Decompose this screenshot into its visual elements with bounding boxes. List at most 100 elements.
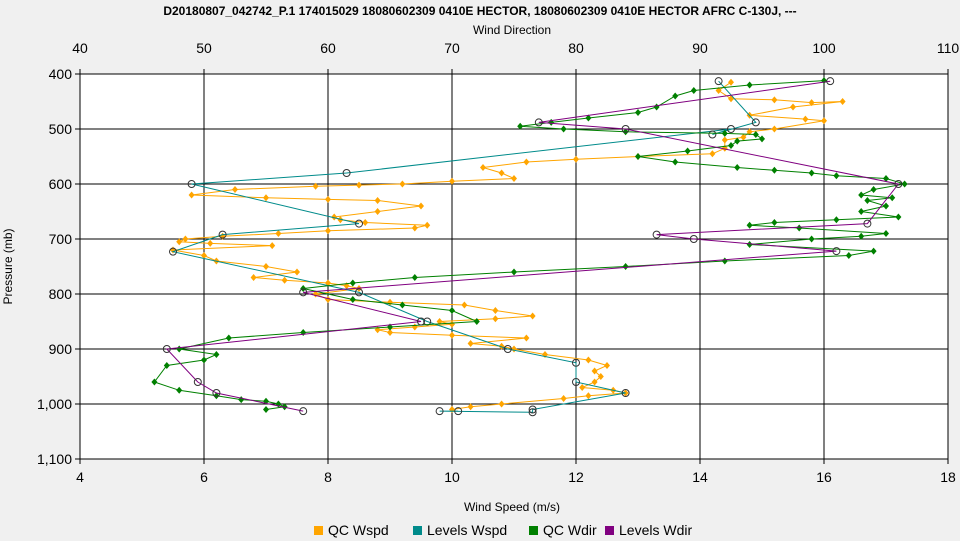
data-point: [250, 274, 257, 281]
top-tick-label: 80: [568, 40, 584, 56]
data-point: [449, 307, 455, 314]
y-tick-label: 700: [49, 231, 73, 247]
data-point: [498, 400, 505, 408]
data-point: [492, 315, 499, 323]
bottom-tick-label: 6: [200, 469, 208, 485]
data-point: [263, 406, 269, 413]
data-point: [151, 378, 158, 386]
top-tick-label: 90: [692, 40, 708, 56]
data-point: [201, 356, 207, 364]
data-point: [728, 142, 734, 149]
bottom-tick-label: 12: [568, 469, 584, 485]
top-tick-label: 110: [937, 40, 960, 56]
data-point: [672, 158, 679, 166]
data-point: [740, 133, 747, 141]
data-point: [721, 136, 728, 144]
bottom-tick-label: 8: [324, 469, 332, 485]
data-point: [808, 169, 815, 177]
top-tick-label: 70: [444, 40, 460, 56]
level-point: [454, 407, 463, 416]
data-point: [858, 208, 865, 215]
level-point: [417, 317, 425, 326]
level-point: [503, 345, 512, 353]
data-point: [374, 208, 381, 215]
level-point: [299, 288, 308, 297]
legend-swatch: [314, 526, 323, 535]
data-point: [870, 186, 877, 193]
level-point: [708, 130, 717, 139]
legend-label: Levels Wspd: [427, 522, 507, 538]
data-point: [560, 125, 567, 133]
grid: [80, 74, 948, 459]
data-point: [585, 114, 592, 122]
data-point: [746, 81, 753, 89]
level-point: [621, 125, 630, 133]
data-point: [709, 150, 716, 158]
data-point: [449, 177, 455, 185]
level-point: [727, 125, 735, 133]
data-point: [356, 181, 362, 189]
data-point: [263, 194, 269, 202]
data-point: [523, 158, 530, 166]
y-tick-label: 800: [49, 286, 73, 302]
data-point: [374, 197, 381, 204]
top-axis-title: Wind Direction: [473, 23, 551, 37]
data-point: [839, 98, 846, 105]
data-point: [188, 191, 195, 199]
data-point: [529, 312, 536, 320]
level-point: [169, 247, 177, 256]
data-point: [585, 356, 592, 364]
data-point: [672, 92, 679, 100]
legend-swatch: [529, 526, 538, 535]
data-point: [883, 202, 889, 210]
data-point: [728, 78, 734, 86]
data-point: [362, 219, 369, 226]
level-point: [832, 247, 841, 256]
data-point: [771, 96, 778, 104]
data-point: [870, 247, 877, 255]
data-point: [294, 268, 300, 276]
top-tick-label: 100: [812, 40, 836, 56]
data-point: [275, 230, 282, 237]
data-point: [833, 216, 840, 224]
bottom-tick-label: 16: [816, 469, 832, 485]
level-point: [355, 219, 363, 228]
data-point: [597, 373, 604, 380]
legend-swatch: [413, 526, 422, 535]
y-tick-label: 600: [49, 176, 73, 192]
data-point: [213, 392, 220, 400]
bottom-tick-label: 18: [940, 469, 956, 485]
data-point: [411, 224, 418, 232]
data-point: [349, 296, 356, 303]
level-point: [572, 358, 580, 367]
data-point: [858, 232, 865, 240]
series-line: [171, 80, 757, 413]
data-point: [796, 224, 803, 232]
data-point: [269, 242, 276, 250]
data-point: [771, 166, 778, 174]
y-axis-title: Pressure (mb): [1, 228, 15, 304]
data-point: [821, 117, 827, 125]
level-point: [299, 407, 308, 416]
data-point: [232, 186, 238, 193]
level-point: [342, 169, 351, 177]
data-point: [182, 235, 189, 243]
data-point: [734, 164, 741, 171]
data-point: [436, 318, 443, 325]
level-point: [528, 405, 537, 414]
data-point: [263, 263, 269, 270]
series: [151, 77, 908, 417]
y-tick-label: 1,100: [37, 451, 72, 467]
data-point: [511, 175, 517, 182]
level-point: [218, 230, 227, 239]
series-line: [165, 80, 900, 412]
data-point: [492, 307, 499, 314]
data-point: [281, 276, 288, 284]
legend: QC Wspd Levels Wspd QC Wdir Levels Wdir: [314, 522, 692, 538]
legend-label: QC Wdir: [543, 522, 597, 538]
level-point: [572, 378, 580, 386]
data-point: [734, 137, 741, 145]
bottom-tick-label: 4: [76, 469, 84, 485]
data-point: [511, 268, 517, 276]
